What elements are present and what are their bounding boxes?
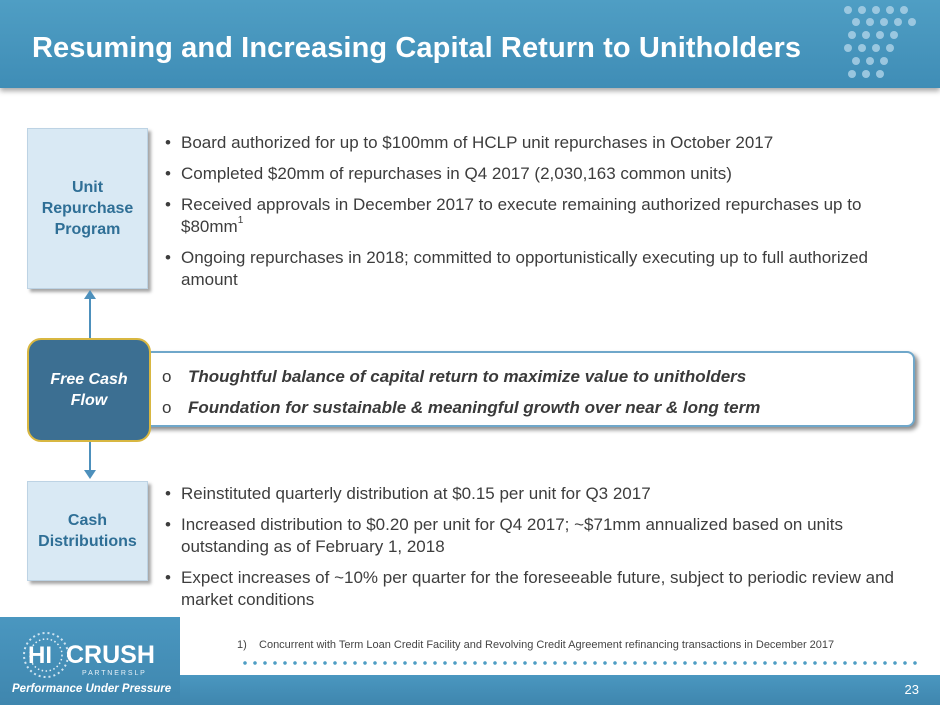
dot-pattern-decoration [844,6,916,78]
list-item: Ongoing repurchases in 2018; committed t… [165,247,905,291]
free-cash-flow-label-line-1: Free Cash [50,371,128,388]
list-item: Completed $20mm of repurchases in Q4 201… [165,163,905,185]
connector-line-down [89,442,91,472]
unit-repurchase-label-line-1: Unit [71,179,104,196]
unit-repurchase-label-line-3: Program [54,221,121,238]
bullet-text: Completed $20mm of repurchases in Q4 201… [181,164,732,183]
list-item: Increased distribution to $0.20 per unit… [165,514,905,558]
page-title: Resuming and Increasing Capital Return t… [32,32,802,64]
bullet-text: Board authorized for up to $100mm of HCL… [181,133,774,152]
list-item: Foundation for sustainable & meaningful … [162,397,760,419]
page-number: 23 [904,682,919,697]
cash-distributions-bullets: Reinstituted quarterly distribution at $… [165,483,905,620]
footnote-marker: 1 [237,215,244,227]
unit-repurchase-label-line-2: Repurchase [41,200,134,217]
cash-distributions-label-line-2: Distributions [38,533,137,550]
dotted-divider [240,660,920,666]
list-item: Reinstituted quarterly distribution at $… [165,483,905,505]
unit-repurchase-bullets: Board authorized for up to $100mm of HCL… [165,132,905,300]
unit-repurchase-program-box: Unit Repurchase Program [27,128,148,289]
list-item: Thoughtful balance of capital return to … [162,366,760,388]
connector-line-up [89,298,91,338]
free-cash-flow-label-line-2: Flow [70,392,108,409]
footer-bar: 23 [180,675,940,705]
bullet-text: Ongoing repurchases in 2018; committed t… [181,248,869,289]
list-item: Received approvals in December 2017 to e… [165,194,905,238]
company-logo: HI CRUSH P A R T N E R S L P Performance… [0,617,180,705]
free-cash-flow-points: Thoughtful balance of capital return to … [162,366,760,428]
list-item: Expect increases of ~10% per quarter for… [165,567,905,611]
arrow-up-icon [84,290,96,299]
logo-crush-text: CRUSH [66,641,155,669]
logo-tagline: Performance Under Pressure [12,683,172,695]
arrow-down-icon [84,470,96,479]
cash-distributions-box: Cash Distributions [27,481,148,581]
list-item: Board authorized for up to $100mm of HCL… [165,132,905,154]
free-cash-flow-band: Thoughtful balance of capital return to … [120,351,915,427]
bullet-text: Received approvals in December 2017 to e… [181,195,862,236]
header-banner: Resuming and Increasing Capital Return t… [0,0,940,88]
free-cash-flow-box: Free Cash Flow [27,338,151,442]
logo-partners-text: P A R T N E R S L P [82,670,145,677]
footnote: 1) Concurrent with Term Loan Credit Faci… [237,639,835,651]
hi-crush-logo-icon: HI CRUSH P A R T N E R S L P [23,632,155,678]
logo-hi-text: HI [28,642,52,669]
cash-distributions-label-line-1: Cash [67,512,108,529]
